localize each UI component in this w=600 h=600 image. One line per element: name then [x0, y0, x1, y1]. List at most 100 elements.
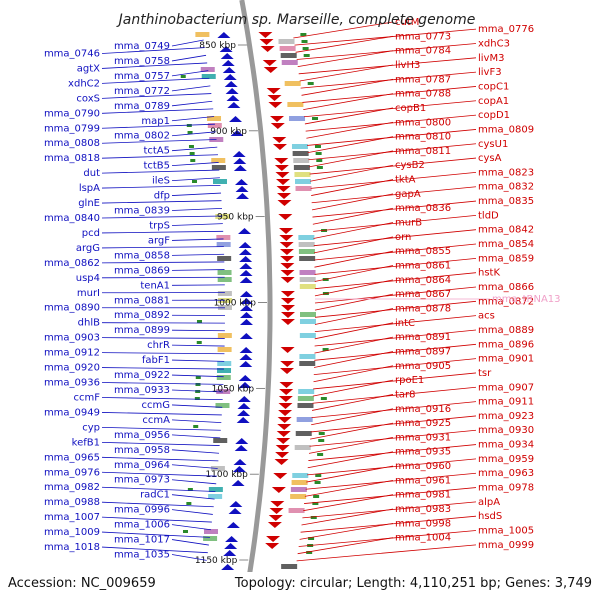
gene-label-left: glnE: [78, 198, 100, 209]
gene-label-left: mma_1017: [114, 535, 170, 546]
forward-gene-arrow: [226, 522, 240, 528]
tick-mark: [316, 159, 323, 162]
leader-line: [101, 246, 224, 249]
tick-mark: [187, 488, 193, 491]
gene-label-left: tctB5: [143, 161, 170, 172]
gene-label-right: mma_0855: [395, 246, 451, 257]
reverse-gene-arrow: [278, 410, 293, 416]
feature-block: [299, 284, 316, 289]
reverse-gene-arrow: [266, 536, 281, 542]
gene-label-left: mma_0892: [114, 310, 170, 321]
tick-mark: [195, 376, 201, 379]
feature-block: [281, 564, 298, 569]
gene-label-left: mma_0982: [44, 482, 100, 493]
leader-line: [301, 508, 394, 526]
leader-line: [307, 129, 477, 146]
leader-line: [171, 39, 204, 47]
feature-block: [217, 361, 232, 366]
reverse-gene-arrow: [266, 88, 281, 94]
gene-label-right: mma_0935: [395, 447, 451, 458]
forward-gene-arrow: [217, 32, 231, 38]
feature-block: [298, 389, 315, 394]
gene-label-left: mma_0903: [44, 333, 100, 344]
leader-line: [171, 207, 223, 211]
leader-line: [313, 351, 394, 368]
leader-line: [301, 78, 394, 96]
leader-line: [308, 444, 477, 461]
feature-block: [299, 312, 316, 317]
leader-line: [314, 343, 477, 361]
tick-mark: [190, 159, 196, 162]
leader-line: [171, 464, 218, 469]
gene-label-right: copD1: [478, 110, 510, 121]
feature-block: [294, 445, 311, 450]
gene-label-right: mma_0998: [395, 518, 451, 529]
leader-line: [295, 35, 394, 53]
gene-label-right: mma_0963: [478, 468, 534, 479]
tick-mark: [186, 502, 192, 505]
tick-mark: [187, 131, 193, 134]
gene-label-right: mma_0835: [478, 196, 534, 207]
reverse-gene-arrow: [279, 228, 294, 234]
gene-label-left: ccmF: [74, 392, 101, 403]
gene-label-right: mma_0923: [478, 411, 534, 422]
gene-label-right: mma_0891: [395, 332, 451, 343]
gene-label-right: murB: [395, 218, 422, 229]
forward-gene-arrow: [238, 242, 252, 248]
tick-mark: [306, 551, 313, 554]
leader-line: [311, 179, 394, 196]
leader-line: [314, 308, 394, 325]
leader-line: [314, 250, 394, 268]
gene-label-left: mma_0858: [114, 250, 170, 261]
gene-label-left: mma_0818: [44, 153, 100, 164]
reverse-gene-arrow: [280, 347, 295, 353]
scale-label: 950 kbp: [217, 213, 254, 223]
gene-label-left: lspA: [79, 183, 100, 194]
leader-line: [171, 344, 225, 347]
leader-line: [313, 372, 477, 390]
forward-gene-arrow: [239, 347, 253, 353]
leader-line: [313, 358, 477, 376]
leader-line: [311, 401, 477, 418]
leader-line: [313, 229, 477, 247]
forward-gene-arrow: [222, 67, 236, 73]
gene-label-right: cysU1: [478, 139, 508, 150]
gene-label-right: mma_0889: [478, 325, 534, 336]
leader-line: [171, 238, 224, 241]
reverse-gene-arrow: [260, 46, 275, 52]
gene-label-left: mma_0949: [44, 407, 100, 418]
gene-label-left: mma_0933: [114, 385, 170, 396]
leader-line: [171, 192, 222, 196]
leader-line: [101, 139, 217, 144]
forward-gene-arrow: [239, 361, 253, 367]
leader-line: [171, 100, 213, 107]
gene-label-right: cutM: [395, 17, 419, 28]
gene-label-right: mma_0981: [395, 490, 451, 501]
leader-line: [101, 261, 225, 264]
leader-line: [306, 121, 394, 139]
reverse-gene-arrow: [267, 95, 282, 101]
reverse-gene-arrow: [277, 417, 292, 423]
trna-label: mma_tRNA13: [492, 294, 561, 305]
scale-ticks: 850 kbp 900 kbp 950 kbp 1000 kbp 1050 kbp 110…: [195, 41, 267, 566]
leader-line: [307, 458, 477, 476]
tick-mark: [301, 40, 308, 43]
genome-summary-text: Topology: circular; Length: 4,110,251 bp…: [234, 576, 592, 591]
forward-gene-arrow: [223, 74, 237, 80]
accession-text: Accession: NC_009659: [8, 576, 156, 591]
gene-label-left: mma_0973: [114, 475, 170, 486]
gene-label-right: alpA: [478, 497, 500, 508]
backbone-arc: [239, 0, 273, 600]
gene-label-left: mma_1007: [44, 512, 100, 523]
leader-line: [101, 108, 214, 114]
reverse-gene-arrow: [276, 438, 291, 444]
forward-gene-arrow: [239, 270, 253, 276]
forward-gene-arrow: [225, 536, 239, 542]
leader-line: [293, 21, 394, 39]
reverse-gene-arrow: [279, 235, 294, 241]
forward-gene-arrow: [239, 312, 253, 318]
feature-block: [211, 165, 226, 170]
gene-label-right: hstK: [478, 268, 500, 279]
leader-line: [311, 394, 394, 411]
forward-gene-arrow: [231, 480, 245, 486]
